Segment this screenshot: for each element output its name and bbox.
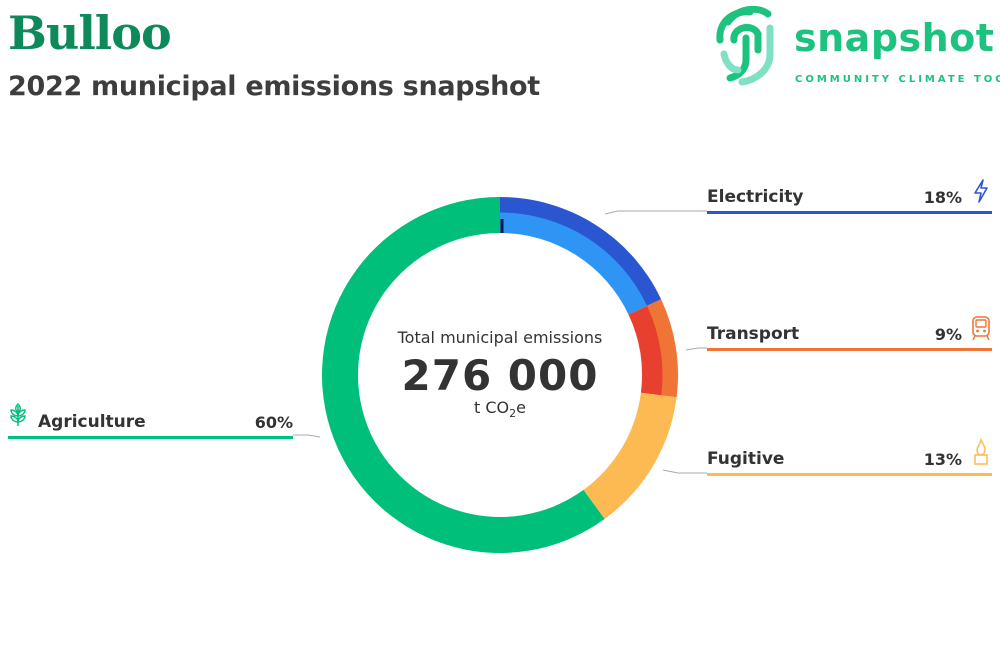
category-name: Electricity [707, 187, 804, 207]
leader-line-electricity [604, 210, 707, 215]
chart-center: Total municipal emissions 276 000 t CO2e [360, 328, 640, 420]
category-percent: 18% [923, 188, 962, 207]
wheat-icon [10, 403, 26, 426]
page-subtitle: 2022 municipal emissions snapshot [8, 71, 540, 102]
logo-wordmark: snapshot [794, 16, 995, 60]
municipality-title: Bulloo [8, 6, 172, 60]
legend-electricity: Electricity 18% [707, 179, 992, 214]
leader-line-agriculture [293, 434, 321, 438]
legend-fugitive: Fugitive 13% [707, 438, 992, 476]
category-bar [707, 211, 992, 214]
category-name: Transport [707, 324, 800, 344]
snapshot-logo: snapshot COMMUNITY CLIMATE TOOL [712, 0, 1000, 92]
leader-line-fugitive [662, 469, 707, 474]
donut-slice-inner-transport [628, 305, 663, 396]
logo-tagline: COMMUNITY CLIMATE TOOL [795, 74, 1000, 85]
flame-icon [974, 438, 988, 465]
total-label: Total municipal emissions [397, 328, 603, 347]
train-icon [972, 316, 990, 341]
leader-line-transport [685, 347, 707, 351]
donut-slice-inner-electricity [500, 212, 648, 315]
category-bar [8, 436, 293, 439]
donut-slice-inner-fugitive [583, 392, 662, 507]
category-percent: 60% [254, 413, 293, 432]
donut-slice-transport [646, 299, 678, 398]
fingerprint-logo-icon [716, 5, 774, 86]
donut-slice-inner-agriculture [337, 212, 596, 538]
category-bar [707, 348, 992, 351]
donut-slice-electricity [500, 197, 662, 307]
total-value: 276 000 [401, 351, 599, 400]
category-percent: 13% [923, 450, 962, 469]
category-name: Fugitive [707, 449, 785, 469]
category-bar [707, 473, 992, 476]
donut-slice-fugitive [595, 395, 677, 520]
legend-agriculture: Agriculture 60% [8, 403, 293, 439]
legend-transport: Transport 9% [707, 316, 992, 351]
total-unit: t CO2e [474, 398, 526, 421]
lightning-icon [974, 179, 988, 203]
category-percent: 9% [934, 325, 962, 344]
category-name: Agriculture [38, 412, 146, 432]
